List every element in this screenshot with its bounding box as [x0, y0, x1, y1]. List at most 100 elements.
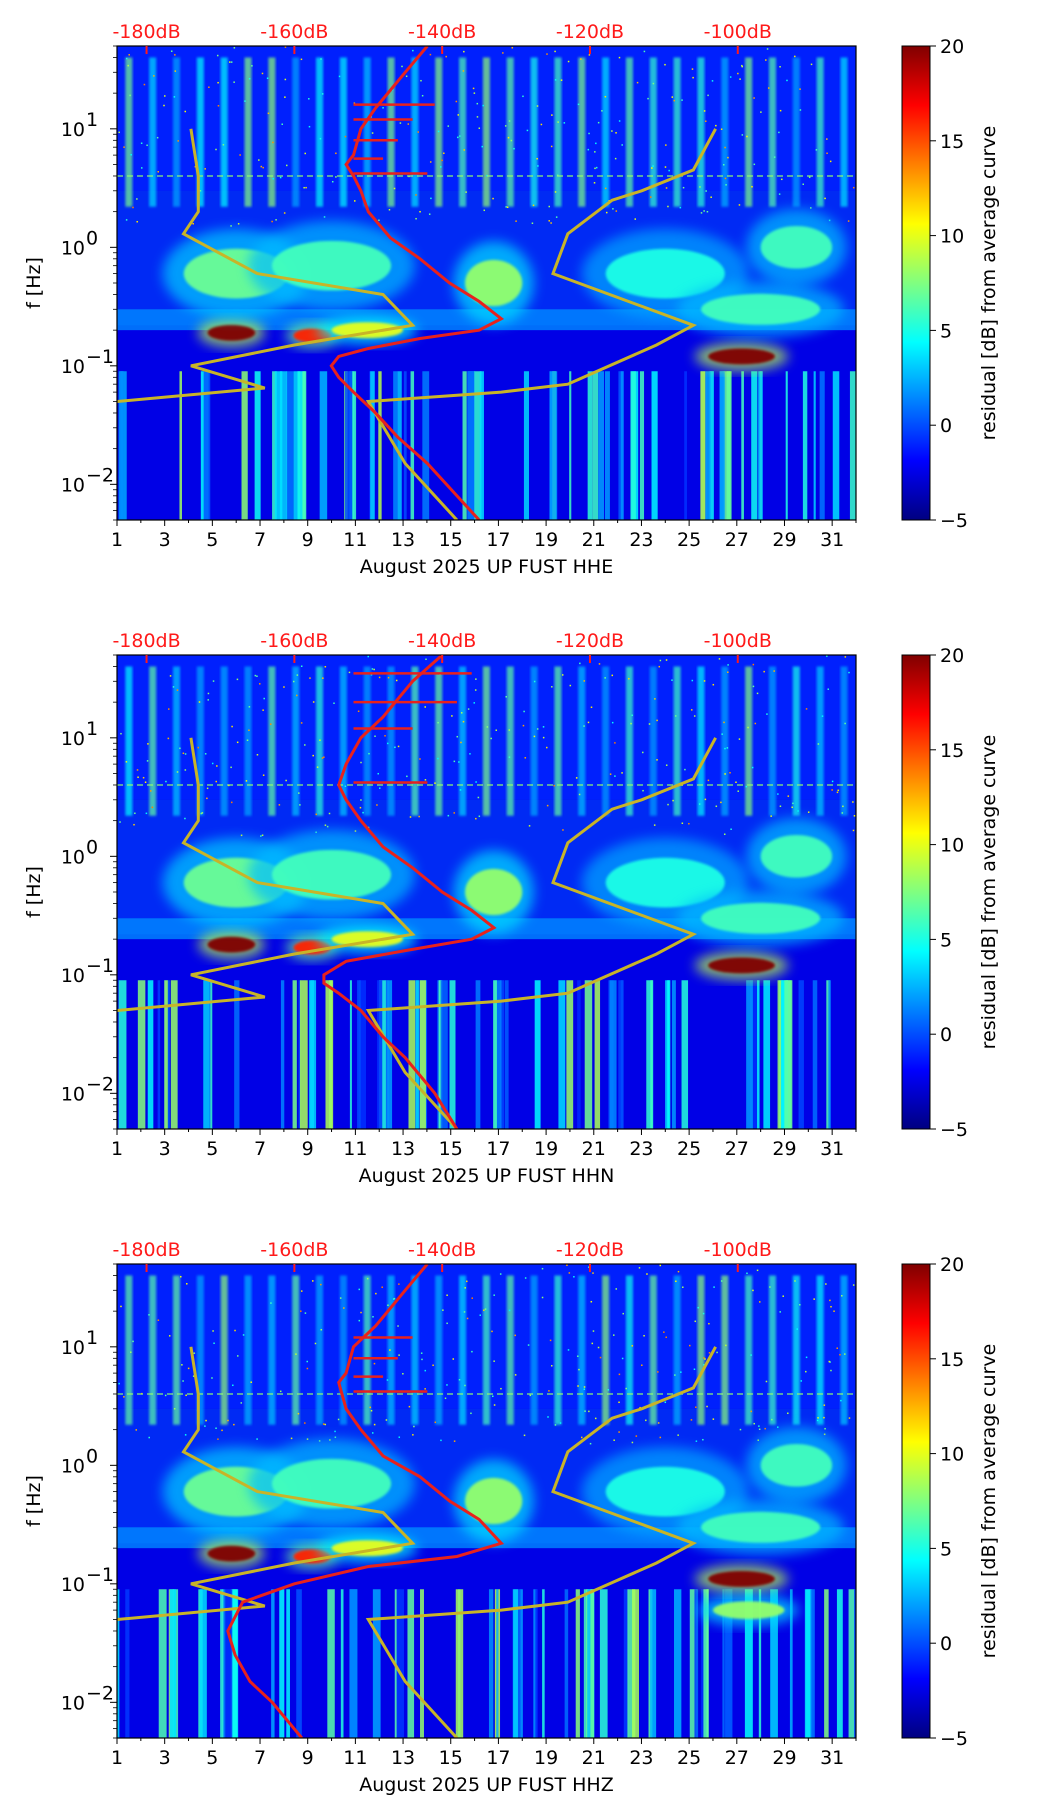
speckle	[379, 787, 381, 789]
speckle	[721, 733, 723, 735]
speckle	[645, 1419, 647, 1422]
speckle	[335, 152, 337, 155]
speckle	[401, 65, 403, 68]
daily-band	[792, 57, 800, 207]
speckle	[613, 1439, 615, 1441]
streak	[415, 980, 419, 1129]
speckle	[371, 1432, 374, 1434]
speckle	[300, 58, 303, 61]
speckle	[467, 708, 470, 710]
colorbar-tick-label: −5	[940, 510, 968, 532]
speckle	[466, 1280, 468, 1283]
streak	[849, 371, 856, 520]
streak	[575, 1589, 580, 1738]
x-axis-label: August 2025 UP FUST HHZ	[359, 1774, 613, 1796]
speckle	[548, 220, 550, 222]
y-tick-exponent: 1	[86, 109, 98, 131]
speckle	[229, 61, 231, 63]
speckle	[170, 50, 173, 52]
speckle	[502, 52, 504, 54]
speckle	[140, 142, 143, 144]
speckle	[597, 1346, 600, 1349]
x-tick-label: 23	[629, 1747, 653, 1769]
speckle	[362, 811, 364, 814]
event-core	[207, 324, 256, 341]
streak	[533, 1589, 537, 1738]
speckle	[533, 735, 536, 738]
colorbar-gradient	[901, 654, 931, 1130]
daily-band	[721, 57, 729, 207]
speckle	[303, 186, 305, 189]
streak	[125, 1589, 130, 1738]
streak	[231, 1589, 239, 1738]
streak	[520, 1589, 523, 1738]
speckle	[708, 1322, 710, 1325]
speckle	[376, 804, 378, 806]
speckle	[689, 1344, 691, 1347]
speckle	[337, 1418, 340, 1421]
speckle	[816, 1419, 819, 1422]
streak	[147, 980, 154, 1129]
daily-band	[292, 666, 300, 816]
speckle	[716, 1351, 718, 1354]
speckle	[779, 109, 782, 112]
speckle	[553, 784, 555, 787]
speckle	[559, 1422, 562, 1424]
speckle	[653, 824, 656, 826]
speckle	[706, 1405, 708, 1408]
daily-band	[506, 57, 514, 207]
streak	[719, 371, 725, 520]
streak	[274, 371, 283, 520]
speckle	[545, 746, 548, 749]
colorbar-tick-label: 20	[940, 1254, 964, 1276]
speckle	[492, 1395, 494, 1398]
speckle	[215, 148, 217, 151]
speckle	[425, 658, 427, 661]
speckle	[577, 1385, 579, 1387]
speckle	[262, 709, 264, 711]
speckle	[424, 779, 427, 781]
speckle	[630, 722, 632, 725]
streak	[819, 371, 825, 520]
speckle	[840, 1399, 842, 1402]
speckle	[770, 815, 772, 817]
speckle	[456, 735, 459, 738]
speckle	[233, 47, 236, 49]
speckle	[180, 1275, 182, 1278]
speckle	[724, 146, 726, 149]
speckle	[852, 186, 855, 189]
streak	[286, 1589, 290, 1738]
x-tick-label: 21	[582, 1747, 606, 1769]
streak	[703, 1589, 709, 1738]
daily-band	[411, 57, 419, 207]
speckle	[168, 1335, 171, 1337]
y-tick-label: 10	[61, 1455, 85, 1477]
speckle	[658, 665, 661, 668]
streak	[351, 371, 357, 520]
speckle	[466, 1317, 469, 1320]
speckle	[370, 674, 373, 676]
speckle	[523, 710, 525, 713]
speckle	[725, 1344, 727, 1347]
y-axis-label: f [Hz]	[23, 257, 45, 309]
db-tick-label: -100dB	[704, 21, 772, 43]
speckle	[232, 1384, 234, 1387]
event-core	[465, 1477, 523, 1525]
speckle	[459, 789, 462, 791]
speckle	[192, 222, 194, 225]
daily-band	[625, 1275, 633, 1425]
speckle	[173, 96, 176, 98]
speckle	[281, 123, 283, 126]
x-tick-label: 1	[111, 529, 123, 551]
daily-band	[697, 666, 705, 816]
speckle	[773, 156, 776, 158]
speckle	[384, 735, 386, 737]
speckle	[420, 1352, 423, 1354]
daily-band	[149, 666, 157, 816]
speckle	[583, 1386, 586, 1388]
speckle	[285, 779, 287, 782]
speckle	[777, 793, 779, 795]
y-tick-label: 10	[61, 965, 85, 987]
streak	[564, 1589, 569, 1738]
speckle	[739, 78, 741, 80]
